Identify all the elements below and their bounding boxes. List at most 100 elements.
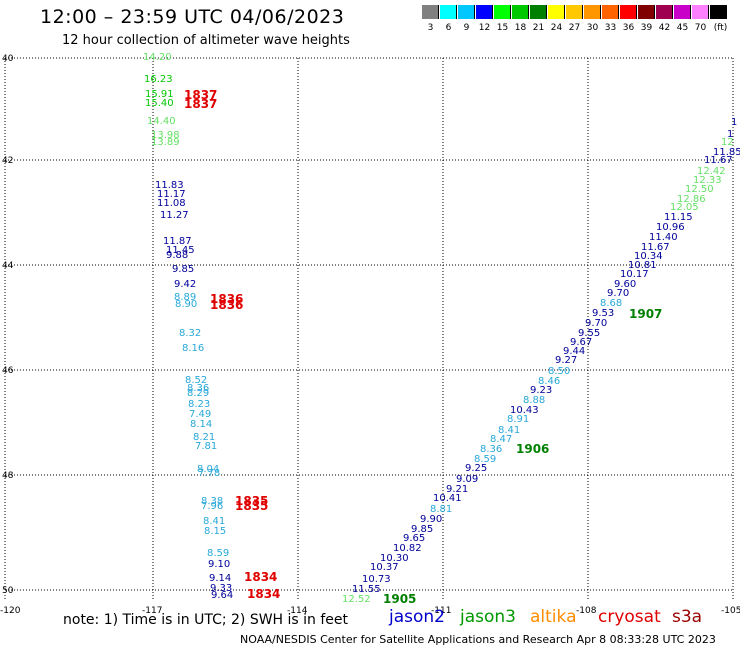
wave-height-label: 12.42 — [697, 166, 726, 177]
scale-swatch — [584, 5, 601, 19]
wave-height-label: 8.15 — [204, 526, 226, 537]
scale-tick-label: 18 — [514, 23, 527, 33]
wave-height-label: 9.64 — [211, 590, 233, 601]
wave-height-label: 9.25 — [465, 463, 487, 474]
wave-height-label: 9.85 — [172, 264, 194, 275]
wave-height-label: 10.73 — [362, 574, 391, 585]
wave-height-label: 15.91 — [145, 89, 174, 100]
scale-tick-label: 12 — [478, 23, 491, 33]
scale-swatch — [530, 5, 547, 19]
wave-height-label: 9.23 — [530, 385, 552, 396]
wave-height-label: 9.65 — [403, 533, 425, 544]
wave-height-label: 9.70 — [607, 288, 629, 299]
wave-height-label: 7.78 — [198, 468, 220, 479]
wave-height-label: 8.14 — [190, 419, 212, 430]
wave-height-label: 12 — [721, 137, 734, 148]
pass-time-label: 1907 — [629, 307, 662, 321]
scale-swatch — [674, 5, 691, 19]
wave-height-label: 12.50 — [685, 184, 714, 195]
wave-height-label: 8.21 — [193, 432, 215, 443]
wave-height-label: 8.16 — [182, 343, 204, 354]
scale-swatch — [440, 5, 457, 19]
wave-height-label: 11.87 — [163, 236, 192, 247]
scale-tick-label: 21 — [532, 23, 545, 33]
lat-tick-label: 44 — [2, 261, 14, 271]
wave-height-label: 11.85 — [713, 147, 740, 158]
wave-height-label: 8.38 — [201, 496, 223, 507]
lat-tick-label: 42 — [2, 156, 13, 166]
scale-tick-label: 42 — [658, 23, 671, 33]
scale-tick-label: 45 — [676, 23, 689, 33]
wave-height-label: 8.32 — [179, 328, 201, 339]
lat-tick-label: 50 — [2, 586, 14, 596]
wave-height-label: 11.83 — [155, 180, 184, 191]
wave-height-label: 14.20 — [143, 52, 172, 63]
wave-height-label: 11.40 — [649, 232, 678, 243]
wave-height-label: 8.81 — [430, 504, 452, 515]
wave-height-label: 16.23 — [144, 74, 173, 85]
satellite-legend-s3a: s3a — [672, 607, 703, 627]
satellite-legend-jason3: jason3 — [460, 607, 516, 627]
pass-time-label: 1836 — [210, 298, 243, 312]
wave-height-label: 8.36 — [187, 383, 209, 394]
wave-height-label: 12.05 — [670, 202, 699, 213]
wave-height-label: 9.70 — [585, 318, 607, 329]
lat-tick-label: 46 — [2, 366, 14, 376]
scale-tick-label: 6 — [445, 23, 452, 33]
wave-height-label: 11.45 — [166, 245, 195, 256]
scale-swatch — [710, 5, 727, 19]
pass-time-label: 1835 — [235, 499, 268, 513]
scale-tick-label: 3 — [427, 23, 434, 33]
lat-tick-label: 40 — [2, 54, 14, 64]
pass-time-label: 1834 — [247, 587, 280, 601]
scale-tick-label: 15 — [496, 23, 509, 33]
wave-height-label: 9.53 — [592, 308, 614, 319]
wave-height-label: 8.68 — [600, 298, 622, 309]
wave-height-label: 1 — [731, 117, 737, 128]
wave-height-label: 8.90 — [175, 299, 197, 310]
pass-time-label: 1905 — [383, 592, 416, 606]
wave-height-label: 11.55 — [352, 584, 381, 595]
wave-height-label: 9.14 — [209, 573, 231, 584]
wave-height-color-scale: 3 6 9 12 15 18 21 24 27 30 33 36 39 42 45 70 (ft) — [422, 5, 728, 35]
wave-height-label: 15.40 — [145, 98, 174, 109]
scale-swatch — [638, 5, 655, 19]
wave-height-label: 9.88 — [166, 250, 188, 261]
wave-height-label: 8.91 — [507, 414, 529, 425]
pass-time-label: 1834 — [244, 570, 277, 584]
wave-height-label: 9.10 — [208, 559, 230, 570]
scale-swatch — [602, 5, 619, 19]
wave-height-label: 10.96 — [656, 222, 685, 233]
wave-height-label: 8.59 — [474, 454, 496, 465]
wave-height-label: 8.29 — [187, 388, 209, 399]
wave-height-label: 10.17 — [620, 269, 649, 280]
pass-time-label: 1837 — [184, 88, 217, 102]
wave-height-label: 9.33 — [210, 583, 232, 594]
wave-height-label: 8.52 — [185, 375, 207, 386]
scale-tick-label: 27 — [568, 23, 581, 33]
wave-height-label: 9.44 — [563, 346, 585, 357]
scale-swatch — [422, 5, 439, 19]
satellite-legend-jason2: jason2 — [389, 607, 445, 627]
lon-tick-label: -117 — [142, 606, 162, 616]
lat-tick-label: 48 — [2, 471, 14, 481]
scale-tick-label: 39 — [640, 23, 653, 33]
wave-height-label: 8.41 — [498, 425, 520, 436]
wave-height-label: 10.30 — [380, 553, 409, 564]
wave-height-label: 7.96 — [201, 501, 223, 512]
map-subtitle: 12 hour collection of altimeter wave hei… — [62, 33, 350, 48]
wave-height-label: 9.27 — [555, 355, 577, 366]
scale-swatch — [476, 5, 493, 19]
wave-height-label: 8.36 — [480, 444, 502, 455]
footer-credit: NOAA/NESDIS Center for Satellite Applica… — [240, 633, 716, 646]
wave-height-label: 11.17 — [157, 189, 186, 200]
scale-swatch — [692, 5, 709, 19]
scale-swatch — [566, 5, 583, 19]
wave-height-label: 11.15 — [664, 212, 693, 223]
wave-height-label: 8.23 — [188, 399, 210, 410]
wave-height-label: 9.55 — [578, 328, 600, 339]
wave-height-label: 8.47 — [490, 434, 512, 445]
scale-swatch — [548, 5, 565, 19]
scale-swatch — [512, 5, 529, 19]
